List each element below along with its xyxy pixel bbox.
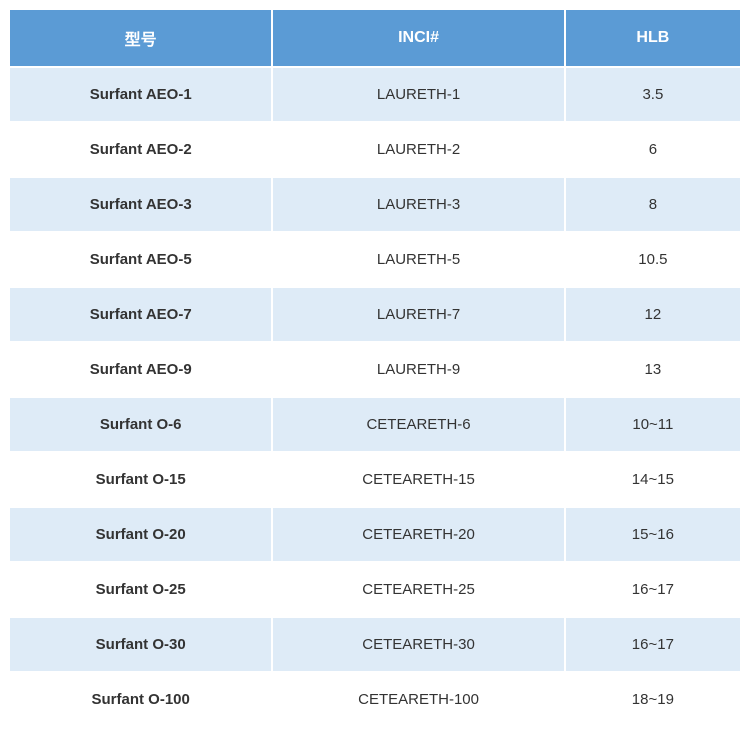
surfactant-table: 型号 INCI# HLB Surfant AEO-1 LAURETH-1 3.5… [8, 8, 742, 728]
table-header-row: 型号 INCI# HLB [10, 10, 740, 66]
cell-inci: CETEARETH-20 [273, 508, 563, 561]
cell-model: Surfant O-30 [10, 618, 271, 671]
cell-inci: LAURETH-1 [273, 68, 563, 121]
cell-inci: CETEARETH-15 [273, 453, 563, 506]
table-body: Surfant AEO-1 LAURETH-1 3.5 Surfant AEO-… [10, 68, 740, 726]
col-header-hlb: HLB [566, 10, 740, 66]
table-row: Surfant AEO-7 LAURETH-7 12 [10, 288, 740, 341]
table-row: Surfant AEO-1 LAURETH-1 3.5 [10, 68, 740, 121]
cell-inci: LAURETH-2 [273, 123, 563, 176]
table-row: Surfant O-30 CETEARETH-30 16~17 [10, 618, 740, 671]
table-row: Surfant O-25 CETEARETH-25 16~17 [10, 563, 740, 616]
table-row: Surfant AEO-3 LAURETH-3 8 [10, 178, 740, 231]
table-row: Surfant AEO-9 LAURETH-9 13 [10, 343, 740, 396]
col-header-inci: INCI# [273, 10, 563, 66]
table-row: Surfant O-100 CETEARETH-100 18~19 [10, 673, 740, 726]
cell-model: Surfant AEO-2 [10, 123, 271, 176]
cell-hlb: 8 [566, 178, 740, 231]
cell-inci: CETEARETH-100 [273, 673, 563, 726]
cell-model: Surfant AEO-9 [10, 343, 271, 396]
cell-hlb: 16~17 [566, 618, 740, 671]
cell-hlb: 14~15 [566, 453, 740, 506]
cell-model: Surfant O-20 [10, 508, 271, 561]
cell-inci: LAURETH-5 [273, 233, 563, 286]
col-header-model: 型号 [10, 10, 271, 66]
cell-inci: CETEARETH-30 [273, 618, 563, 671]
table-row: Surfant O-15 CETEARETH-15 14~15 [10, 453, 740, 506]
cell-hlb: 18~19 [566, 673, 740, 726]
cell-hlb: 10.5 [566, 233, 740, 286]
cell-model: Surfant AEO-5 [10, 233, 271, 286]
table-row: Surfant AEO-5 LAURETH-5 10.5 [10, 233, 740, 286]
table-row: Surfant AEO-2 LAURETH-2 6 [10, 123, 740, 176]
cell-hlb: 6 [566, 123, 740, 176]
cell-inci: LAURETH-9 [273, 343, 563, 396]
cell-model: Surfant AEO-1 [10, 68, 271, 121]
cell-model: Surfant O-100 [10, 673, 271, 726]
cell-model: Surfant O-25 [10, 563, 271, 616]
cell-model: Surfant O-6 [10, 398, 271, 451]
table-row: Surfant O-6 CETEARETH-6 10~11 [10, 398, 740, 451]
cell-model: Surfant AEO-7 [10, 288, 271, 341]
cell-hlb: 3.5 [566, 68, 740, 121]
cell-inci: CETEARETH-6 [273, 398, 563, 451]
cell-hlb: 16~17 [566, 563, 740, 616]
cell-hlb: 13 [566, 343, 740, 396]
cell-hlb: 12 [566, 288, 740, 341]
cell-model: Surfant AEO-3 [10, 178, 271, 231]
cell-inci: CETEARETH-25 [273, 563, 563, 616]
cell-hlb: 10~11 [566, 398, 740, 451]
cell-hlb: 15~16 [566, 508, 740, 561]
table-row: Surfant O-20 CETEARETH-20 15~16 [10, 508, 740, 561]
cell-inci: LAURETH-3 [273, 178, 563, 231]
cell-inci: LAURETH-7 [273, 288, 563, 341]
cell-model: Surfant O-15 [10, 453, 271, 506]
